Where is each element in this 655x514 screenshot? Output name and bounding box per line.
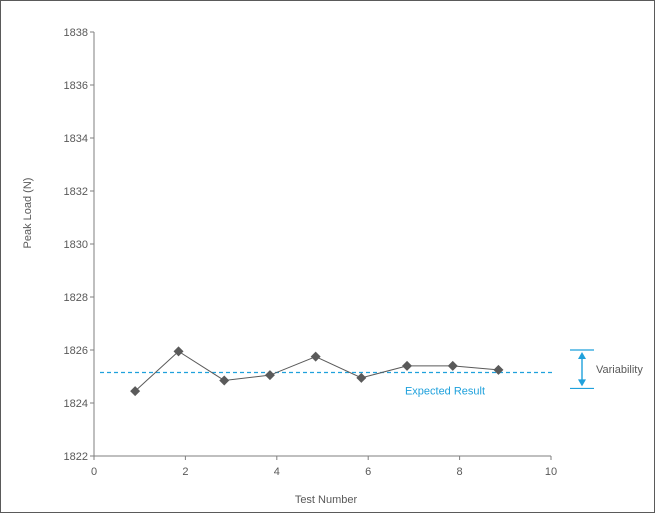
x-tick-label: 8 bbox=[457, 466, 463, 478]
data-point-marker bbox=[173, 346, 184, 357]
y-axis-title: Peak Load (N) bbox=[22, 178, 34, 249]
data-point-marker bbox=[493, 364, 504, 375]
data-point-marker bbox=[310, 351, 321, 362]
y-tick-label: 1822 bbox=[64, 451, 88, 463]
y-tick-label: 1832 bbox=[64, 186, 88, 198]
data-point-marker bbox=[356, 372, 367, 383]
y-tick-label: 1826 bbox=[64, 345, 88, 357]
y-tick-label: 1830 bbox=[64, 239, 88, 251]
y-tick-label: 1838 bbox=[64, 27, 88, 39]
y-axis-ticks: 1822 1824 1826 1828 1830 1832 1834 1836 1838 bbox=[64, 27, 94, 463]
variability-arrow-head-top bbox=[578, 352, 586, 359]
x-tick-label: 2 bbox=[182, 466, 188, 478]
series-group bbox=[130, 346, 504, 397]
data-point-marker bbox=[219, 375, 230, 386]
y-tick-label: 1834 bbox=[64, 133, 88, 145]
data-point-marker bbox=[447, 360, 458, 371]
y-tick-label: 1828 bbox=[64, 292, 88, 304]
y-tick-label: 1836 bbox=[64, 80, 88, 92]
variability-group: Variability bbox=[570, 349, 643, 390]
x-axis-ticks: 0 2 4 6 8 10 bbox=[91, 456, 557, 478]
x-tick-label: 4 bbox=[274, 466, 280, 478]
x-tick-label: 6 bbox=[365, 466, 371, 478]
variability-label: Variability bbox=[596, 364, 643, 376]
reference-line-group: Expected Result bbox=[100, 371, 553, 398]
data-point-marker bbox=[130, 386, 141, 397]
data-point-marker bbox=[402, 360, 413, 371]
expected-result-label: Expected Result bbox=[405, 386, 485, 398]
variability-arrow-head-bottom bbox=[578, 379, 586, 387]
x-axis-title: Test Number bbox=[295, 494, 358, 506]
data-point-marker bbox=[264, 370, 275, 381]
x-tick-label: 0 bbox=[91, 466, 97, 478]
x-tick-label: 10 bbox=[545, 466, 557, 478]
y-tick-label: 1824 bbox=[64, 398, 88, 410]
